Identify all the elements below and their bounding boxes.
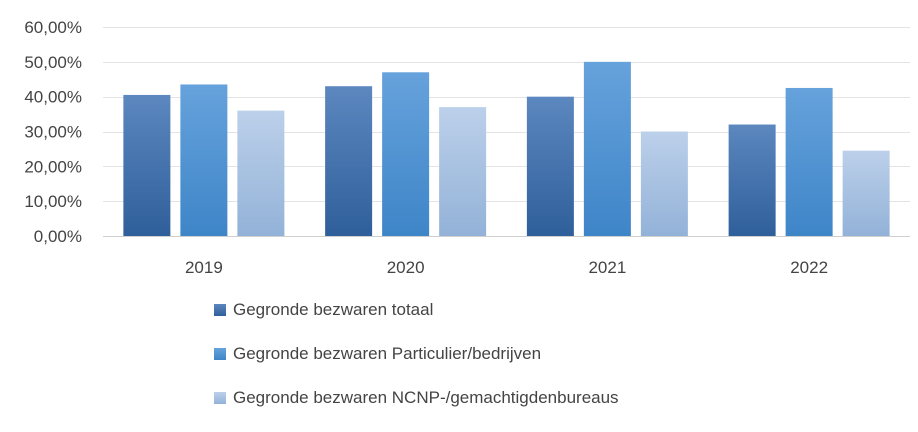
bar-particulier-2019	[180, 84, 228, 236]
y-tick-label: 50,00%	[24, 53, 82, 72]
x-axis-ticks: 2019 2020 2021 2022	[185, 258, 828, 277]
legend: Gegronde bezwaren totaal Gegronde bezwar…	[214, 300, 619, 432]
bar-ncnp-2021	[640, 131, 688, 236]
bar-totaal-2020	[325, 86, 373, 236]
bar-chart: 0,00% 10,00% 20,00% 30,00% 40,00% 50,00% 60,00…	[24, 18, 910, 277]
x-tick-label: 2022	[790, 258, 828, 277]
y-tick-label: 10,00%	[24, 192, 82, 211]
legend-item-particulier: Gegronde bezwaren Particulier/bedrijven	[214, 344, 619, 364]
bar-ncnp-2020	[439, 107, 487, 236]
y-axis-ticks: 0,00% 10,00% 20,00% 30,00% 40,00% 50,00% 60,00…	[24, 18, 82, 246]
bar-particulier-2022	[785, 87, 833, 236]
legend-item-totaal: Gegronde bezwaren totaal	[214, 300, 619, 320]
bar-totaal-2021	[526, 96, 574, 237]
bar-totaal-2019	[123, 94, 171, 236]
bar-ncnp-2019	[237, 110, 285, 236]
y-tick-label: 60,00%	[24, 18, 82, 37]
x-tick-label: 2021	[588, 258, 626, 277]
legend-swatch-totaal	[214, 304, 226, 316]
y-tick-label: 0,00%	[34, 227, 82, 246]
legend-label-ncnp: Gegronde bezwaren NCNP-/gemachtigdenbure…	[233, 388, 619, 407]
legend-item-ncnp: Gegronde bezwaren NCNP-/gemachtigdenbure…	[214, 388, 619, 408]
bars	[123, 61, 890, 237]
legend-label-totaal: Gegronde bezwaren totaal	[233, 300, 434, 319]
legend-swatch-ncnp	[214, 392, 226, 404]
legend-label-particulier: Gegronde bezwaren Particulier/bedrijven	[233, 344, 542, 363]
x-tick-label: 2019	[185, 258, 223, 277]
bar-ncnp-2022	[842, 150, 890, 236]
y-tick-label: 40,00%	[24, 88, 82, 107]
bar-particulier-2020	[382, 72, 430, 237]
y-tick-label: 20,00%	[24, 157, 82, 176]
x-tick-label: 2020	[387, 258, 425, 277]
bar-particulier-2021	[583, 61, 631, 237]
legend-swatch-particulier	[214, 348, 226, 360]
bar-totaal-2022	[728, 124, 776, 236]
y-tick-label: 30,00%	[24, 123, 82, 142]
